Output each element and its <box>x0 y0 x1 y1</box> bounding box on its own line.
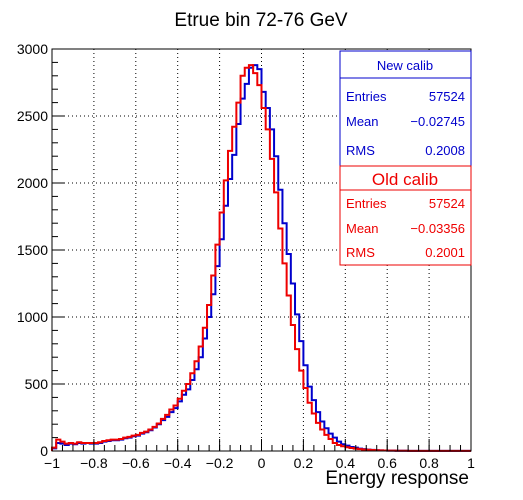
stats-title-old: Old calib <box>372 170 438 189</box>
series-layer <box>51 64 471 452</box>
y-tick-label: 0 <box>40 443 48 459</box>
chart-title: Etrue bin 72-76 GeV <box>174 10 348 31</box>
x-tick-label: 0.2 <box>294 455 314 471</box>
x-tick-label: −0.4 <box>164 455 192 471</box>
stats-rms-label-new: RMS <box>346 143 375 158</box>
y-tick-label: 1000 <box>17 309 48 325</box>
stats-title-new: New calib <box>377 58 433 73</box>
stats-rms-label-old: RMS <box>346 245 375 260</box>
x-tick-label: −0.2 <box>206 455 234 471</box>
stats-entries-label-new: Entries <box>346 89 387 104</box>
y-tick-label: 3000 <box>17 41 48 57</box>
stats-box-old: Old calib Entries 57524 Mean −0.03356 RM… <box>339 165 472 266</box>
x-axis: −1 −0.8 −0.6 −0.4 −0.2 0 0.2 0.4 0.6 0.8 1 <box>44 439 475 471</box>
y-axis: 0 500 1000 1500 2000 2500 3000 <box>17 41 64 459</box>
series-line-old-calib <box>51 64 471 452</box>
x-tick-label: −1 <box>44 455 60 471</box>
stats-mean-label-new: Mean <box>346 114 379 129</box>
x-tick-label: 0.6 <box>377 455 397 471</box>
stats-mean-value-new: −0.02745 <box>410 114 465 129</box>
x-tick-label: 0.8 <box>419 455 439 471</box>
stats-box-new: New calib Entries 57524 Mean −0.02745 RM… <box>339 50 472 187</box>
y-tick-label: 2000 <box>17 175 48 191</box>
x-tick-label: −0.8 <box>80 455 108 471</box>
x-tick-label: −0.6 <box>122 455 150 471</box>
x-tick-label: 0 <box>258 455 266 471</box>
y-tick-label: 1500 <box>17 242 48 258</box>
stats-rms-value-old: 0.2001 <box>425 245 465 260</box>
stats-entries-value-new: 57524 <box>429 89 465 104</box>
x-tick-label: 1 <box>467 455 475 471</box>
stats-mean-value-old: −0.03356 <box>410 221 465 236</box>
x-axis-label: Energy response <box>325 468 469 489</box>
y-tick-label: 500 <box>25 376 49 392</box>
y-tick-label: 2500 <box>17 108 48 124</box>
stats-entries-value-old: 57524 <box>429 196 465 211</box>
stats-mean-label-old: Mean <box>346 221 379 236</box>
stats-entries-label-old: Entries <box>346 196 387 211</box>
stats-rms-value-new: 0.2008 <box>425 143 465 158</box>
x-tick-label: 0.4 <box>336 455 356 471</box>
